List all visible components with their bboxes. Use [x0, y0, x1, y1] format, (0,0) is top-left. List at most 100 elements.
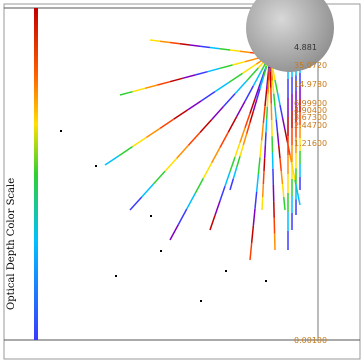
fan — [60, 40, 300, 302]
ray — [177, 145, 189, 158]
ray — [220, 186, 225, 201]
ray — [170, 225, 178, 240]
ray — [247, 123, 250, 134]
readout: 4.881 — [294, 43, 317, 52]
ray — [183, 75, 196, 78]
ray — [269, 68, 270, 81]
ray — [225, 172, 230, 187]
ray — [253, 209, 255, 226]
ray — [158, 82, 171, 85]
ray — [278, 93, 281, 106]
point — [265, 280, 267, 282]
ray — [263, 106, 265, 123]
ray — [278, 133, 279, 146]
ray — [262, 123, 264, 140]
ray — [146, 128, 160, 137]
ray — [268, 81, 269, 94]
ray — [120, 92, 133, 95]
ray — [230, 157, 235, 172]
ray — [267, 94, 268, 107]
scale-label: 14.9780 — [294, 80, 327, 89]
ray — [235, 81, 247, 94]
ray — [285, 130, 288, 143]
ray — [178, 209, 186, 224]
ray — [265, 89, 267, 106]
ray — [293, 168, 296, 181]
ray — [180, 44, 190, 45]
ray — [133, 88, 146, 91]
ray — [208, 68, 221, 71]
ray — [190, 45, 200, 46]
ray — [274, 94, 275, 107]
ray — [279, 145, 280, 158]
ray — [212, 107, 224, 120]
point — [225, 270, 227, 272]
ray — [258, 158, 260, 175]
point — [160, 250, 162, 252]
ray — [263, 184, 264, 197]
ray — [275, 107, 276, 120]
ray — [264, 158, 265, 171]
ray — [223, 94, 235, 107]
ray — [174, 110, 188, 119]
point — [150, 215, 152, 217]
ray — [133, 138, 147, 147]
ray — [130, 197, 142, 210]
ray — [228, 117, 236, 132]
ray — [220, 49, 230, 50]
ray — [252, 226, 254, 243]
ray — [240, 51, 250, 52]
ray — [201, 92, 215, 101]
ray — [243, 134, 246, 145]
ray — [119, 147, 133, 156]
ray — [284, 197, 285, 210]
viewer: Optical Depth Color Scale 4.881 35.07201… — [0, 0, 364, 363]
ray — [188, 133, 200, 146]
ray — [250, 243, 252, 260]
ray — [195, 72, 208, 75]
ray — [240, 145, 243, 156]
ray — [281, 171, 282, 184]
ray — [230, 179, 233, 190]
ray — [195, 178, 203, 193]
ray — [200, 120, 212, 133]
ray — [298, 193, 301, 206]
ray — [273, 81, 274, 94]
ray — [275, 80, 278, 93]
ray — [150, 40, 160, 41]
scale-label: 0.00100 — [294, 336, 327, 345]
ray — [170, 78, 183, 81]
scale-label: 1.21600 — [294, 139, 327, 148]
ray — [215, 201, 220, 216]
ray — [266, 120, 267, 133]
ray — [170, 43, 180, 44]
ray — [160, 119, 174, 128]
ray — [210, 48, 220, 49]
ray — [263, 171, 264, 184]
ray — [265, 145, 266, 158]
point — [200, 300, 202, 302]
ray — [280, 158, 281, 171]
ray — [235, 143, 240, 158]
ray — [233, 168, 236, 179]
ray — [265, 133, 266, 146]
ray — [160, 41, 170, 42]
point — [60, 130, 62, 132]
ray — [188, 101, 202, 110]
point — [95, 165, 97, 167]
ray — [229, 73, 243, 82]
scene: Optical Depth Color Scale 4.881 35.07201… — [0, 0, 364, 363]
ray — [233, 62, 246, 65]
ray — [142, 184, 154, 197]
ray — [237, 101, 245, 116]
ray — [200, 46, 210, 47]
ray — [105, 156, 119, 165]
ray — [165, 158, 177, 171]
ray — [220, 65, 233, 68]
ray — [145, 85, 158, 88]
color-bar — [34, 8, 38, 340]
ray — [283, 118, 286, 131]
axis-title: Optical Depth Color Scale — [6, 178, 17, 310]
ray — [283, 184, 284, 197]
ray — [212, 148, 220, 163]
